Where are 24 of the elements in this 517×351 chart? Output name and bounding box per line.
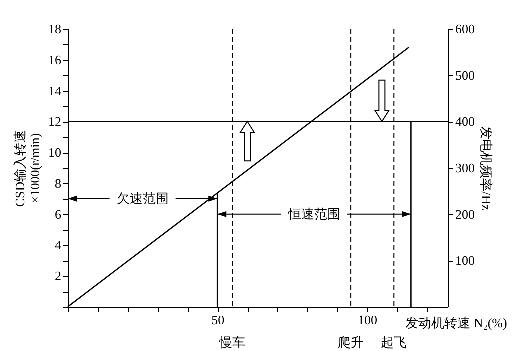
y-tick-label: 8 — [55, 176, 62, 191]
y-tick-label: 14 — [48, 83, 62, 98]
y-tick-label: 6 — [55, 206, 62, 222]
y2-tick-label: 500 — [456, 68, 475, 83]
y2-axis-title: 发电机频率/Hz — [479, 126, 494, 211]
annotation: 欠速范围 — [116, 190, 169, 206]
y-axis-title: CSD输入转速 ×1000(r/min) — [12, 130, 42, 208]
ref-line-label: 起飞 — [381, 335, 408, 350]
y2-tick-label: 400 — [456, 114, 475, 130]
y-tick-label: 16 — [48, 52, 62, 68]
x-tick-label: 50 — [212, 312, 225, 328]
y-tick-label: 2 — [55, 268, 62, 284]
y-tick-label: 10 — [48, 145, 62, 160]
y-tick-label: 12 — [48, 114, 62, 130]
y2-tick-label: 300 — [456, 160, 475, 176]
x-axis-title: 发动机转速 N₂(%) — [406, 316, 508, 330]
ref-line-label: 慢车 — [218, 335, 246, 350]
y-tick-label: 4 — [55, 238, 62, 253]
annotation: 恒速范围 — [287, 206, 340, 222]
ref-line-label: 爬升 — [338, 335, 364, 350]
y2-tick-label: 100 — [456, 253, 475, 268]
y-tick-label: 18 — [48, 22, 62, 36]
y2-tick-label: 600 — [456, 22, 475, 36]
y2-tick-label: 200 — [456, 206, 475, 222]
